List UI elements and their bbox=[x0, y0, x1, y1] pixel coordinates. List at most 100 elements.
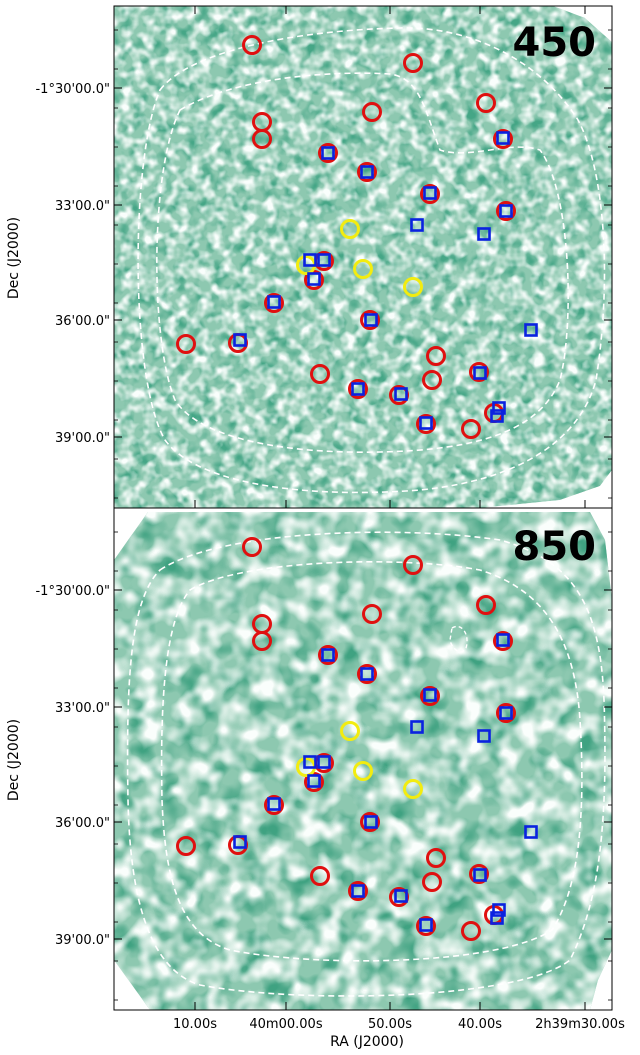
panel-850-blue-square-4 bbox=[410, 720, 424, 734]
panel-450-blue-square-2 bbox=[360, 165, 374, 179]
panel-450-blue-square-19 bbox=[490, 409, 504, 423]
panel-450-red-circle-2 bbox=[476, 93, 496, 113]
panel-850-red-circle-1 bbox=[403, 555, 423, 575]
y-tick-label: -1°30'00.0" bbox=[35, 82, 110, 97]
x-tick-label: 2h39m30.00s bbox=[535, 1017, 625, 1032]
panel-450-blue-square-12 bbox=[233, 333, 247, 347]
panel-850-blue-square-0 bbox=[496, 633, 510, 647]
panel-850-blue-square-6 bbox=[499, 706, 513, 720]
panel-450-blue-square-0 bbox=[496, 131, 510, 145]
y-tick-label: 33'00.0" bbox=[55, 701, 110, 716]
panel-450-red-circle-10 bbox=[496, 201, 516, 221]
contour-inner-450 bbox=[156, 72, 569, 453]
panel-450-blue-square-15 bbox=[351, 382, 365, 396]
panel-850-blue-square-16 bbox=[394, 889, 408, 903]
panel-450-red-circle-23 bbox=[416, 414, 436, 434]
panel-450-yellow-circle-0 bbox=[340, 219, 360, 239]
panel-850-red-circle-19 bbox=[422, 872, 442, 892]
panel-850-red-circle-20 bbox=[469, 864, 489, 884]
panel-450-blue-square-5 bbox=[477, 227, 491, 241]
panel-850-red-circle-14 bbox=[360, 812, 380, 832]
panel-450-blue-square-17 bbox=[419, 416, 433, 430]
panel-850-blue-square-14 bbox=[473, 868, 487, 882]
panel-850-red-circle-0 bbox=[242, 537, 262, 557]
panel-850-yellow-circle-0 bbox=[340, 721, 360, 741]
panel-450-blue-square-11 bbox=[364, 313, 378, 327]
y-axis-title-bottom: Dec (J2000) bbox=[6, 719, 22, 801]
panel-850-blue-square-5 bbox=[477, 729, 491, 743]
panel-850-blue-square-2 bbox=[360, 667, 374, 681]
panel-450-red-circle-7 bbox=[357, 162, 377, 182]
panel-450: 450 bbox=[113, 5, 613, 509]
panel-label-850: 850 bbox=[513, 524, 597, 570]
panel-850-blue-square-10 bbox=[267, 797, 281, 811]
panel-850-yellow-circle-2 bbox=[403, 779, 423, 799]
contour-outer-450 bbox=[137, 27, 606, 494]
contour-outer-850 bbox=[126, 531, 606, 997]
panel-850-red-circle-12 bbox=[304, 772, 324, 792]
panel-450-red-circle-20 bbox=[469, 362, 489, 382]
panel-850-red-circle-18 bbox=[310, 866, 330, 886]
panel-850-red-circle-25 bbox=[461, 921, 481, 941]
panel-450-red-circle-3 bbox=[362, 102, 382, 122]
x-tick-label: 10.00s bbox=[173, 1017, 217, 1032]
y-tick-label: 33'00.0" bbox=[55, 199, 110, 214]
panel-850-red-circle-2 bbox=[476, 595, 496, 615]
panel-450-red-circle-17 bbox=[426, 346, 446, 366]
panel-450-blue-square-10 bbox=[267, 295, 281, 309]
panel-850-blue-square-7 bbox=[303, 755, 317, 769]
y-axis-ticks: -1°30'00.0" 33'00.0" 36'00.0" 39'00.0" -1°30… bbox=[35, 29, 612, 1001]
map-image-450 bbox=[114, 6, 612, 508]
panel-850-red-circle-6 bbox=[318, 645, 338, 665]
panel-850-yellow-circle-1 bbox=[353, 761, 373, 781]
panel-450-blue-square-18 bbox=[492, 401, 506, 415]
panel-450-yellow-circle-1 bbox=[353, 259, 373, 279]
map-image-850 bbox=[114, 512, 612, 1010]
panel-850-red-circle-13 bbox=[264, 795, 284, 815]
contour-small-850 bbox=[449, 625, 468, 653]
panel-450-blue-square-1 bbox=[321, 146, 335, 160]
panel-850-blue-square-12 bbox=[233, 835, 247, 849]
panel-850-red-circle-7 bbox=[357, 664, 377, 684]
y-tick-label: 39'00.0" bbox=[55, 933, 110, 948]
panel-450-red-circle-22 bbox=[348, 379, 368, 399]
panel-450-red-circle-6 bbox=[318, 143, 338, 163]
panel-850: 850 bbox=[113, 507, 613, 1011]
panel-850-red-circle-10 bbox=[496, 703, 516, 723]
panel-850-red-circle-8 bbox=[420, 686, 440, 706]
contour-inner-850 bbox=[160, 561, 583, 962]
panel-450-blue-square-9 bbox=[307, 272, 321, 286]
panel-450-blue-square-6 bbox=[499, 204, 513, 218]
panel-850-blue-square-13 bbox=[524, 825, 538, 839]
panel-850-red-circle-22 bbox=[348, 881, 368, 901]
y-tick-label: 36'00.0" bbox=[55, 816, 110, 831]
panel-850-blue-square-19 bbox=[490, 911, 504, 925]
panel-450-red-circle-25 bbox=[461, 419, 481, 439]
panel-850-red-circle-17 bbox=[426, 848, 446, 868]
panel-450-red-circle-15 bbox=[176, 334, 196, 354]
y-tick-label: -1°30'00.0" bbox=[35, 584, 110, 599]
panel-850-blue-square-3 bbox=[423, 688, 437, 702]
markers-450 bbox=[176, 35, 538, 439]
panel-450-yellow-circle-2 bbox=[403, 277, 423, 297]
x-tick-label: 50.00s bbox=[368, 1017, 412, 1032]
x-tick-label: 40m00.00s bbox=[249, 1017, 322, 1032]
x-tick-label: 40.00s bbox=[458, 1017, 502, 1032]
panel-450-red-circle-19 bbox=[422, 370, 442, 390]
panel-450-red-circle-0 bbox=[242, 35, 262, 55]
panel-450-red-circle-12 bbox=[304, 270, 324, 290]
panel-450-blue-square-13 bbox=[524, 323, 538, 337]
panel-450-blue-square-3 bbox=[423, 186, 437, 200]
panel-450-red-circle-1 bbox=[403, 53, 423, 73]
panel-450-blue-square-4 bbox=[410, 218, 424, 232]
panel-850-blue-square-9 bbox=[307, 774, 321, 788]
panel-850-blue-square-1 bbox=[321, 648, 335, 662]
panel-850-blue-square-18 bbox=[492, 903, 506, 917]
panel-450-blue-square-7 bbox=[303, 253, 317, 267]
panel-450-blue-square-8 bbox=[317, 253, 331, 267]
panel-850-blue-square-11 bbox=[364, 815, 378, 829]
panel-850-red-circle-9 bbox=[493, 631, 513, 651]
panel-450-blue-square-14 bbox=[473, 366, 487, 380]
y-tick-label: 36'00.0" bbox=[55, 314, 110, 329]
